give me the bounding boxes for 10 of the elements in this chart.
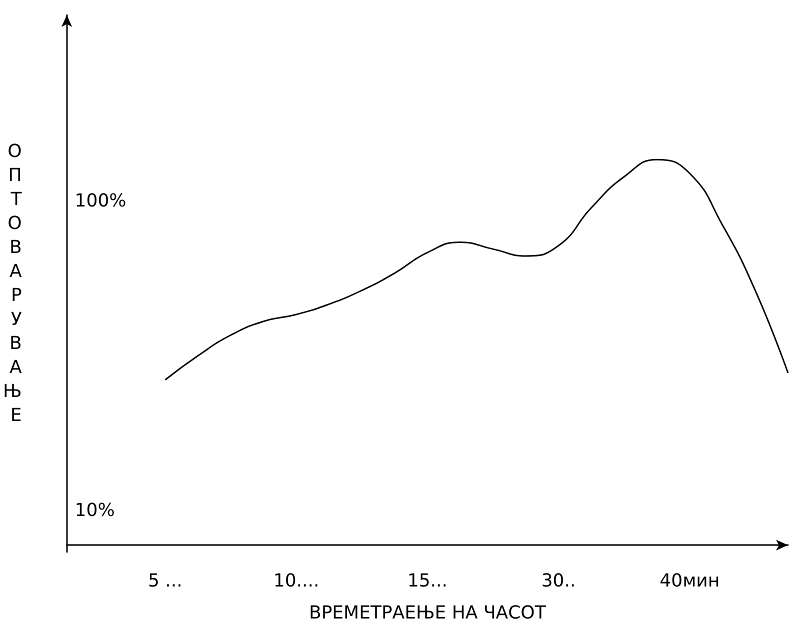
- x-tick-label: 30..: [541, 570, 576, 592]
- x-axis-title: ВРЕМЕТРАЕЊЕ НА ЧАСОТ: [308, 602, 547, 624]
- x-tick-label: 40мин: [660, 570, 720, 592]
- x-tick-label: 5 ...: [148, 570, 182, 592]
- y-tick-label: 100%: [74, 190, 126, 212]
- line-series: [164, 158, 789, 381]
- text: ОПТОВАРУВАЊЕ: [2, 141, 22, 426]
- x-tick-label: 15...: [407, 570, 448, 592]
- x-tick-label: 10....: [273, 570, 320, 592]
- y-tick-label: 10%: [74, 500, 115, 522]
